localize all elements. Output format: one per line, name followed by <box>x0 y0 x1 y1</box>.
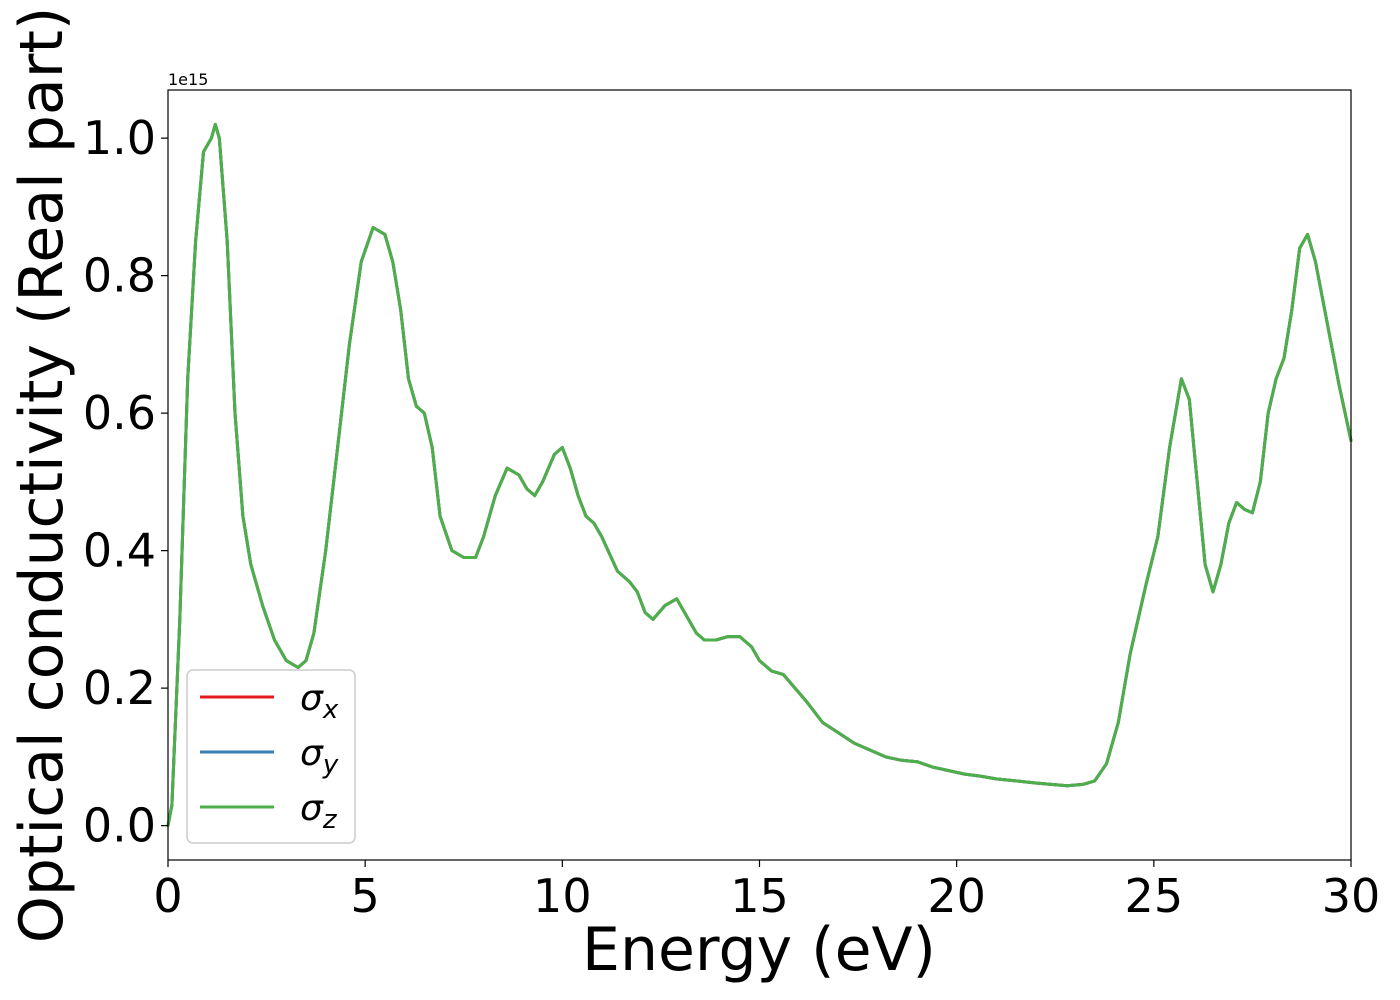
x-tick-label: 5 <box>351 869 380 923</box>
plot-lines <box>166 122 1353 828</box>
y-tick-label: 0.8 <box>83 249 156 303</box>
y-axis-label: Optical conductivity (Real part) <box>7 7 77 944</box>
y-tick-label: 0.6 <box>83 386 156 440</box>
legend-label-1: σy <box>300 733 339 780</box>
x-tick-label: 30 <box>1322 869 1381 923</box>
x-axis-label: Energy (eV) <box>582 915 936 985</box>
x-tick-label: 0 <box>153 869 182 923</box>
legend-box <box>186 669 356 844</box>
x-tick-label: 20 <box>927 869 986 923</box>
y-tick-label: 0.4 <box>83 524 156 578</box>
x-tick-label: 15 <box>730 869 789 923</box>
y-tick-label: 1.0 <box>83 111 156 165</box>
x-axis-ticks: 0 5 10 15 20 25 30 <box>153 860 1380 923</box>
y-offset-text: 1e15 <box>168 70 208 89</box>
x-tick-label: 25 <box>1125 869 1184 923</box>
y-axis-ticks: 0.0 0.2 0.4 0.6 0.8 1.0 <box>83 111 168 853</box>
y-tick-label: 0.0 <box>83 799 156 853</box>
x-tick-label: 10 <box>533 869 592 923</box>
series-line-2 <box>166 122 1353 828</box>
y-tick-label: 0.2 <box>83 661 156 715</box>
